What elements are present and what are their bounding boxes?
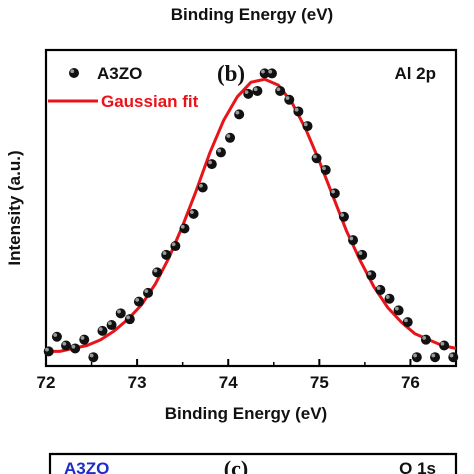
x-tick-label-4: 76 [401,373,420,392]
data-point-19 [215,147,226,158]
x-tick-label-1: 73 [128,373,147,392]
data-point-45 [448,352,459,363]
x-tick-label-2: 74 [219,373,238,392]
data-points [43,68,459,363]
data-point-30 [311,153,322,164]
top-panel-xlabel: Binding Energy (eV) [171,5,333,24]
data-point-15 [179,223,190,234]
legend-label-gaussian-fit: Gaussian fit [101,92,199,111]
x-tick-label-3: 75 [310,373,329,392]
data-point-2 [61,340,72,351]
data-point-32 [329,188,340,199]
data-point-44 [439,340,450,351]
x-axis-label: Binding Energy (eV) [165,404,327,423]
data-point-1 [51,331,62,342]
data-point-24 [259,68,270,79]
bottom-annotation: O 1s [399,459,436,474]
data-point-8 [115,308,126,319]
data-point-43 [430,352,441,363]
data-point-7 [106,320,117,331]
annotation-al-2p: Al 2p [394,64,436,83]
plot-panel-b: 72 73 74 75 76 A3ZO Gaussian fit (b) Al 2p B… [5,48,459,423]
data-point-12 [152,267,163,278]
bottom-panel-label: (c) [224,456,248,474]
legend-label-a3zo: A3ZO [97,64,142,83]
bottom-panel-frame [48,452,458,474]
data-point-36 [366,270,377,281]
legend-marker-sphere [69,68,79,78]
data-point-28 [293,106,304,117]
data-point-33 [338,211,349,222]
data-point-23 [252,85,263,96]
data-point-0 [43,346,54,357]
data-point-42 [420,334,431,345]
data-point-25 [266,68,277,79]
data-point-18 [206,159,217,170]
data-point-4 [79,334,90,345]
data-point-37 [375,284,386,295]
data-point-22 [243,88,254,99]
data-point-11 [143,287,154,298]
panel-label-b: (b) [217,61,245,86]
data-point-27 [284,94,295,105]
legend-marker-a3zo [69,68,79,78]
data-point-39 [393,305,404,316]
y-axis-label: Intensity (a.u.) [5,150,24,265]
data-point-40 [402,317,413,328]
legend: A3ZO Gaussian fit [48,64,199,111]
data-point-10 [133,296,144,307]
fit-layer [46,77,457,353]
bottom-panel-c: A3ZO (c) O 1s [48,452,458,474]
data-point-26 [275,85,286,96]
data-point-5 [88,352,99,363]
data-point-13 [161,249,172,260]
data-point-21 [234,109,245,120]
data-point-31 [320,164,331,175]
gaussian-fit-line [46,77,457,353]
data-point-3 [70,343,81,354]
data-point-17 [197,182,208,193]
data-point-16 [188,208,199,219]
data-point-41 [411,352,422,363]
data-point-9 [124,314,135,325]
bottom-legend-label: A3ZO [64,459,109,474]
plot-frame [44,48,458,368]
data-point-14 [170,241,181,252]
x-ticks: 72 73 74 75 76 [37,359,420,392]
data-point-34 [348,235,359,246]
data-point-35 [357,249,368,260]
data-point-29 [302,121,313,132]
data-point-6 [97,325,108,336]
data-point-38 [384,293,395,304]
x-tick-label-0: 72 [37,373,56,392]
data-point-20 [225,132,236,143]
